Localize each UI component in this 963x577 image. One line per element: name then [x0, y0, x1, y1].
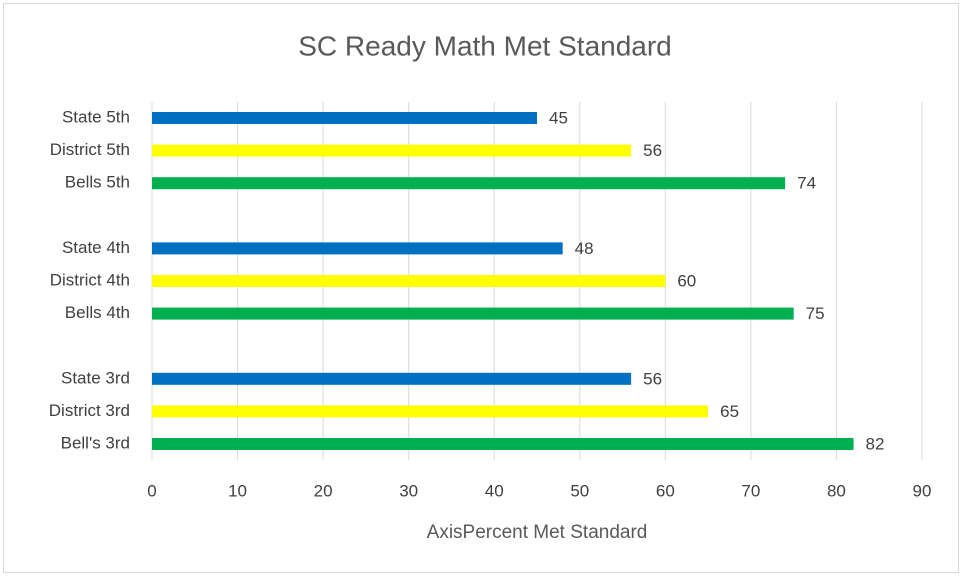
bar [152, 405, 709, 418]
data-label: 56 [643, 141, 662, 160]
x-tick-label: 10 [228, 481, 247, 500]
y-tick-label: State 3rd [61, 368, 130, 387]
y-tick-label: State 4th [62, 238, 130, 257]
y-tick-label: District 3rd [49, 401, 130, 420]
bar [152, 307, 794, 320]
data-label: 82 [866, 434, 885, 453]
bar [152, 438, 854, 450]
x-tick-label: 80 [827, 481, 846, 500]
y-tick-label: District 4th [50, 270, 130, 289]
x-tick-label: 40 [485, 481, 504, 500]
y-tick-label: Bell's 3rd [61, 433, 130, 452]
bar [152, 275, 666, 287]
y-tick-label: State 5th [62, 107, 130, 126]
data-label: 45 [549, 108, 568, 127]
data-label: 48 [575, 239, 594, 258]
x-tick-label: 50 [570, 481, 589, 500]
chart-border [3, 3, 959, 573]
x-tick-label: 20 [314, 481, 333, 500]
bar [152, 242, 563, 255]
x-tick-label: 30 [399, 481, 418, 500]
y-tick-label: Bells 5th [65, 173, 130, 192]
data-label: 65 [720, 402, 739, 421]
bar [152, 144, 632, 157]
chart-title: SC Ready Math Met Standard [298, 30, 672, 61]
y-tick-label: District 5th [50, 140, 130, 159]
data-label: 60 [677, 271, 696, 290]
data-label: 74 [797, 174, 816, 193]
y-tick-label: Bells 4th [65, 303, 130, 322]
bar [152, 112, 537, 124]
x-tick-label: 60 [656, 481, 675, 500]
x-axis-title: AxisPercent Met Standard [427, 522, 648, 543]
x-tick-label: 70 [741, 481, 760, 500]
bar [152, 177, 786, 190]
bar [152, 372, 632, 385]
x-tick-label: 0 [147, 481, 156, 500]
data-label: 75 [806, 304, 825, 323]
data-label: 56 [643, 369, 662, 388]
x-tick-label: 90 [913, 481, 932, 500]
